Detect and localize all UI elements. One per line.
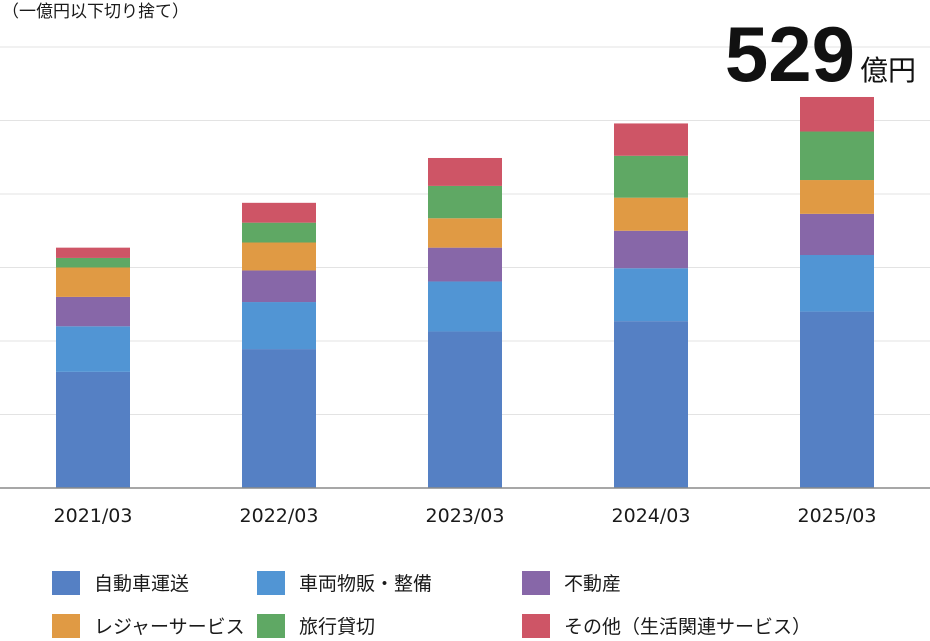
x-tick-label: 2022/03	[240, 505, 319, 527]
legend-swatch	[522, 614, 550, 638]
x-tick-labels: 2021/03 2022/03 2023/03 2024/03 2025/03	[54, 505, 877, 527]
highlight-unit: 億円	[860, 54, 916, 87]
x-tick-label: 2025/03	[798, 505, 877, 527]
bar-segment	[242, 349, 316, 488]
bar-segment	[614, 155, 688, 198]
bar-segment	[242, 242, 316, 271]
bar-segment	[56, 267, 130, 297]
legend-item: 不動産	[522, 571, 621, 595]
bar-segment	[242, 270, 316, 303]
legend-label: 不動産	[564, 573, 621, 595]
x-tick-label: 2024/03	[612, 505, 691, 527]
unit-note: （一億円以下切り捨て）	[2, 2, 189, 22]
highlight-value: 529	[725, 10, 855, 98]
bar-segment	[800, 255, 874, 312]
bar-segment	[428, 331, 502, 488]
legend-label: その他（生活関連サービス）	[564, 616, 811, 638]
bar-stack	[56, 247, 130, 488]
bar-stack	[428, 157, 502, 488]
bar-segment	[800, 131, 874, 181]
legend-item: 車両物販・整備	[257, 571, 432, 595]
bar-stack	[242, 202, 316, 488]
legend-swatch	[52, 571, 80, 595]
x-tick-label: 2023/03	[426, 505, 505, 527]
bar-segment	[800, 180, 874, 214]
bar-segment	[242, 202, 316, 223]
bar-segment	[56, 371, 130, 488]
legend-swatch	[257, 571, 285, 595]
legend-swatch	[522, 571, 550, 595]
bar-segment	[614, 230, 688, 269]
bar-segment	[242, 302, 316, 350]
highlight-total: 529 億円	[725, 10, 916, 98]
bar-segment	[56, 247, 130, 258]
legend-item: 旅行貸切	[257, 614, 375, 638]
bar-segment	[800, 96, 874, 132]
legend-label: 車両物販・整備	[299, 573, 432, 595]
bar-segment	[56, 296, 130, 327]
legend-swatch	[52, 614, 80, 638]
bar-segment	[428, 281, 502, 332]
legend-label: レジャーサービス	[94, 616, 245, 638]
bar-segment	[428, 218, 502, 248]
bar-stack	[614, 123, 688, 488]
bar-segment	[800, 213, 874, 256]
legend-swatch	[257, 614, 285, 638]
bars	[56, 96, 874, 488]
bar-stack	[800, 96, 874, 488]
legend-label: 旅行貸切	[299, 616, 375, 638]
bar-segment	[242, 222, 316, 243]
bar-segment	[428, 157, 502, 186]
bar-segment	[800, 311, 874, 488]
bar-segment	[56, 257, 130, 268]
legend-item: 自動車運送	[52, 571, 189, 595]
bar-segment	[614, 197, 688, 231]
legend-label: 自動車運送	[94, 573, 189, 595]
legend-item: その他（生活関連サービス）	[522, 614, 811, 638]
bar-segment	[56, 326, 130, 372]
bar-segment	[614, 321, 688, 488]
legend-item: レジャーサービス	[52, 614, 245, 638]
bar-segment	[428, 185, 502, 219]
bar-segment	[614, 268, 688, 322]
bar-segment	[428, 247, 502, 282]
x-tick-label: 2021/03	[54, 505, 133, 527]
bar-segment	[614, 123, 688, 156]
